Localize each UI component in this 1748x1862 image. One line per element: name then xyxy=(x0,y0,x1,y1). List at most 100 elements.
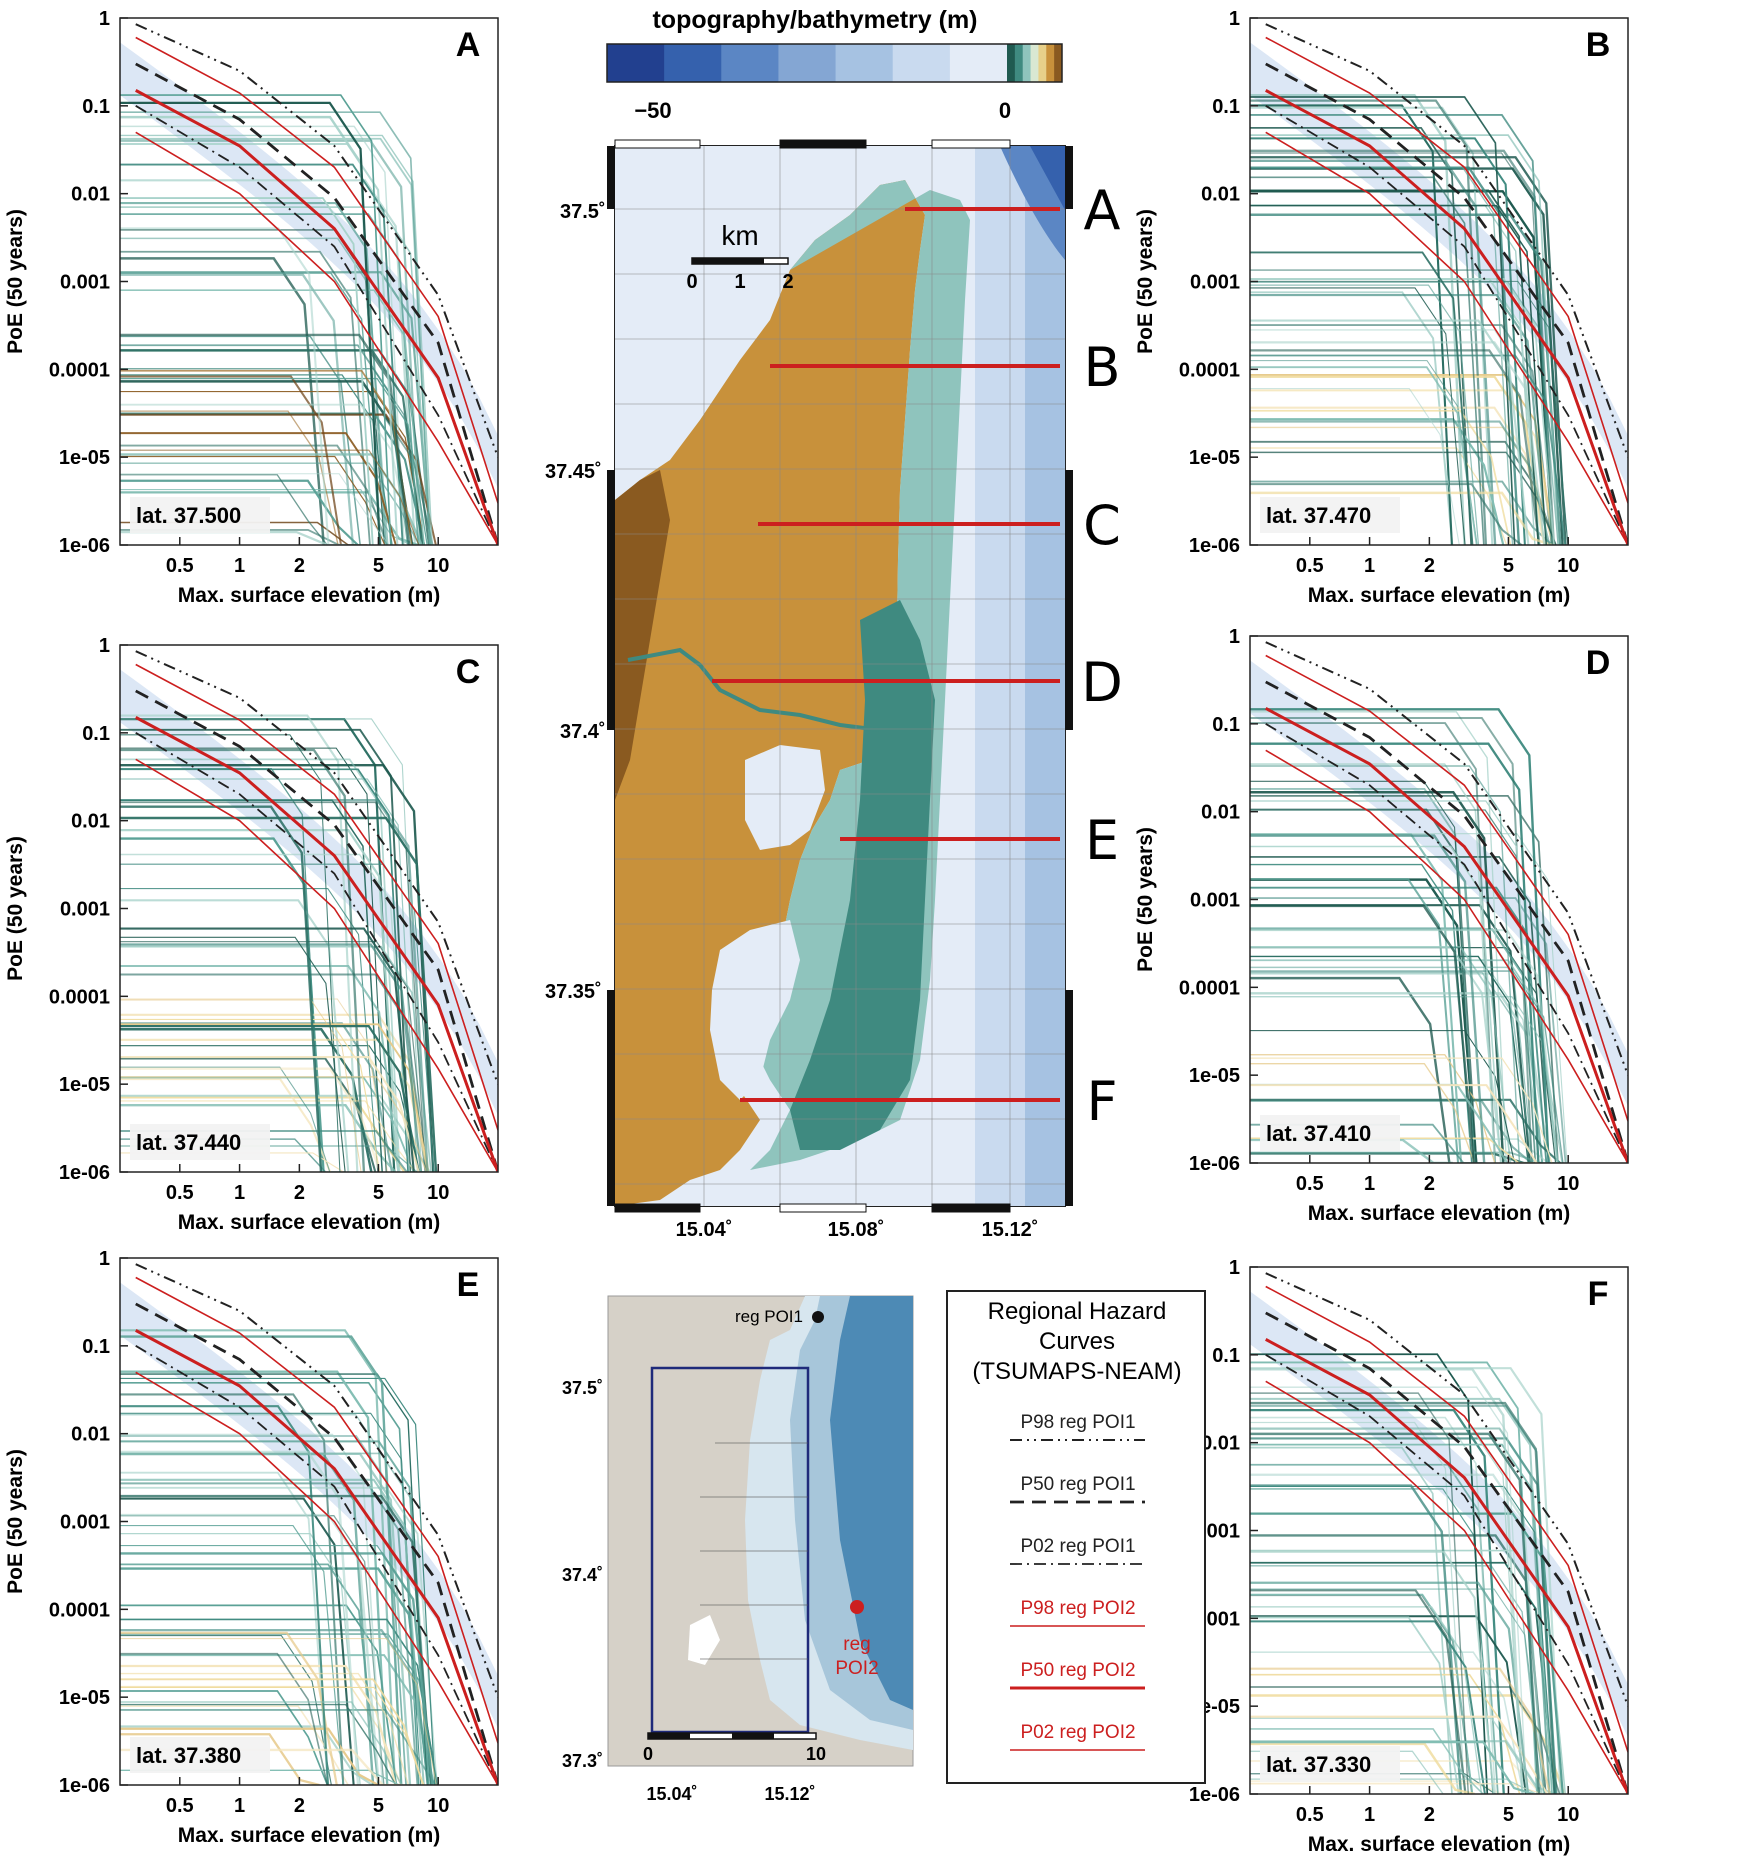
river xyxy=(627,647,910,732)
colorbar-swatch-topo xyxy=(1054,44,1063,82)
simulation-curve xyxy=(120,374,393,545)
colorbar-tick-minus50: −50 xyxy=(634,98,671,123)
simulation-curve xyxy=(120,728,412,1172)
simulation-curve xyxy=(1250,791,1505,1163)
series-p98-reg-poi2 xyxy=(1265,36,1628,504)
simulation-curve xyxy=(1250,1589,1467,1794)
colorbar-frame xyxy=(606,43,1063,83)
map-frame-bar-bottom xyxy=(931,1203,1011,1213)
y-tick-label: 0.001 xyxy=(60,272,110,294)
legend-title-line1: Regional Hazard xyxy=(988,1298,1167,1325)
simulation-curve xyxy=(1250,970,1564,1163)
panel-letter: C xyxy=(456,653,481,691)
x-tick-label: 10 xyxy=(1557,1804,1579,1826)
simulation-curve xyxy=(1250,134,1560,545)
simulation-curve xyxy=(1250,1030,1516,1163)
x-tick-label: 2 xyxy=(1424,1804,1435,1826)
x-axis-title: Max. surface elevation (m) xyxy=(1308,584,1571,607)
colorbar-swatch-topo xyxy=(1007,44,1016,82)
simulation-curve xyxy=(1250,1428,1523,1794)
inset-scale-bar-seg1 xyxy=(648,1733,690,1739)
y-tick-label: 0.01 xyxy=(1201,184,1240,206)
y-tick-label: 1 xyxy=(1229,1257,1240,1279)
simulation-curve xyxy=(1250,1098,1561,1163)
legend-item-label: P50 reg POI2 xyxy=(1020,1660,1135,1681)
lat-label-bg xyxy=(1260,497,1400,533)
inset-gridlines xyxy=(700,1442,808,1660)
simulation-curve xyxy=(120,1664,397,1785)
panel-b: 1 0.1 0.01 0.001 0.0001 1e-05 1e-06 0.5 1 2 5 10 Max… xyxy=(1134,8,1629,607)
latitude-label: lat. 37.470 xyxy=(1266,503,1371,528)
simulation-curve xyxy=(1250,1062,1476,1163)
simulation-curve xyxy=(1250,946,1503,1163)
scale-bar-tick-2: 2 xyxy=(782,271,793,293)
simulation-curve xyxy=(120,179,417,545)
salt-marsh xyxy=(710,920,800,1100)
map-lon-label-2: 15.08˚ xyxy=(828,1218,885,1241)
x-tick-label: 5 xyxy=(373,555,384,577)
series-p02-reg-poi2 xyxy=(1265,131,1628,545)
map-frame-bar-right xyxy=(1065,146,1073,209)
simulation-curve xyxy=(120,432,397,545)
x-tick-label: 2 xyxy=(294,1182,305,1204)
land-topography xyxy=(615,180,925,1206)
y-tick-label: 0.01 xyxy=(71,184,110,206)
series-p98-reg-poi2 xyxy=(135,1276,498,1744)
simulation-curve xyxy=(1250,763,1496,1163)
y-tick-label: 0.01 xyxy=(1201,802,1240,824)
scale-bar-tick-1: 1 xyxy=(734,271,745,293)
sea-deepest xyxy=(1030,146,1065,210)
inset-scale-tick-10: 10 xyxy=(806,1744,826,1764)
simulation-curve xyxy=(120,1096,406,1172)
simulation-curve xyxy=(120,289,425,545)
simulation-curve xyxy=(120,139,422,545)
simulation-curve xyxy=(1250,284,1480,545)
map-frame-bar-top xyxy=(931,139,1011,149)
x-tick-label: 0.5 xyxy=(166,1182,194,1204)
simulation-curve xyxy=(1250,324,1553,545)
y-tick-label: 1e-06 xyxy=(59,1775,110,1797)
inset-lon-label-2: 15.12˚ xyxy=(764,1784,815,1804)
simulation-curve xyxy=(1250,104,1453,545)
colorbar-swatch-topo xyxy=(1038,44,1047,82)
scale-bar-dark-segment xyxy=(692,258,740,264)
map-frame-bar-bottom xyxy=(614,1203,701,1213)
simulation-curve xyxy=(120,375,342,545)
simulation-curve xyxy=(1250,1405,1557,1794)
series-p98-reg-poi1 xyxy=(1265,641,1628,1076)
map-lat-label-3: 37.4˚ xyxy=(560,720,606,743)
simulation-curve xyxy=(120,125,405,545)
y-tick-label: 1 xyxy=(99,1248,110,1270)
simulation-curve xyxy=(1250,114,1553,545)
inset-lat-label-1: 37.5˚ xyxy=(562,1378,603,1398)
simulation-curve xyxy=(120,1690,329,1785)
simulation-curve xyxy=(1250,1057,1553,1163)
simulation-curve xyxy=(120,1563,380,1785)
panel-letter: E xyxy=(457,1266,480,1304)
series-p98-reg-poi1 xyxy=(1265,1272,1628,1707)
y-tick-label: 1e-06 xyxy=(59,1162,110,1184)
colorbar-swatch-bathy xyxy=(607,44,665,82)
simulation-curve xyxy=(1250,1606,1483,1794)
series-p98-reg-poi2 xyxy=(1265,654,1628,1122)
plot-content xyxy=(1250,641,1628,1163)
simulation-curve xyxy=(120,94,392,545)
legend-items: P98 reg POI1 P50 reg POI1 P02 reg POI1 P98 … xyxy=(1010,1412,1145,1751)
y-tick-label: 1 xyxy=(1229,8,1240,30)
colorbar-swatch-bathy xyxy=(778,44,837,82)
panel-d: 1 0.1 0.01 0.001 0.0001 1e-05 1e-06 0.5 1 2 5 10 Max… xyxy=(1134,626,1629,1225)
series-p50-reg-poi2 xyxy=(135,1329,498,1785)
map-lat-label-2: 37.45˚ xyxy=(545,460,602,483)
simulation-curve xyxy=(1250,1742,1475,1794)
simulation-curve xyxy=(120,1370,389,1785)
simulation-curve xyxy=(120,941,428,1172)
y-tick-label: 0.1 xyxy=(1212,714,1240,736)
y-tick-label: 0.1 xyxy=(82,1336,110,1358)
latitude-label: lat. 37.410 xyxy=(1266,1121,1371,1146)
transect-label-e: E xyxy=(1085,809,1119,872)
simulation-curve xyxy=(120,272,382,545)
simulation-curve xyxy=(1250,189,1540,545)
panel-letter: D xyxy=(1586,644,1611,682)
inset-scale-bar-seg2 xyxy=(732,1733,774,1739)
